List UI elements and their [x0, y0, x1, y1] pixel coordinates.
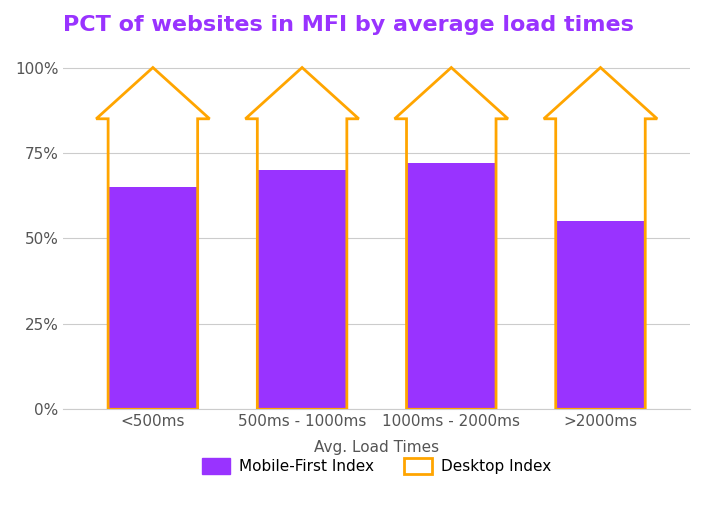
X-axis label: Avg. Load Times: Avg. Load Times — [314, 440, 439, 455]
Legend: Mobile-First Index, Desktop Index: Mobile-First Index, Desktop Index — [196, 452, 558, 481]
Bar — [257, 170, 347, 409]
Text: PCT of websites in MFI by average load times: PCT of websites in MFI by average load t… — [63, 15, 635, 35]
Bar — [108, 187, 197, 409]
Bar — [556, 222, 645, 409]
Bar — [407, 163, 496, 409]
